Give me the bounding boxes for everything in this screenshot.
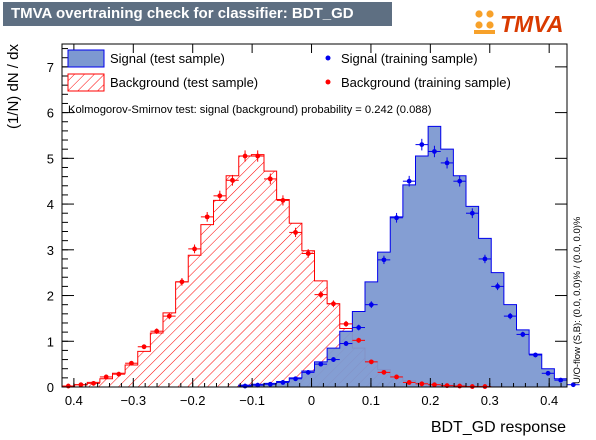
- signal-training-point: [415, 138, 429, 151]
- chart-title: TMVA overtraining check for classifier: …: [3, 2, 392, 26]
- legend: Signal (test sample) Background (test sa…: [67, 49, 511, 92]
- signal-training-point: [516, 331, 530, 338]
- x-tick-label: −0.2: [180, 393, 206, 408]
- background-training-point: [402, 380, 416, 385]
- y-tick-label: 3: [47, 243, 54, 258]
- signal-training-point: [251, 382, 264, 388]
- y-tick-label: 5: [47, 151, 54, 166]
- background-training-point: [175, 277, 189, 286]
- y-tick-label: 0: [47, 380, 54, 395]
- axes: 0.4 −0.3 −0.2 −0.1 0 0.1 0.2 0.3 0.4 0 1 2 3 4 5 6 7: [47, 44, 567, 408]
- background-training-point: [251, 150, 264, 162]
- signal-training-point: [466, 208, 479, 219]
- signal-training-point: [554, 377, 567, 383]
- legend-signal-training-label: Signal (training sample): [341, 51, 478, 66]
- logo-dots-icon: [474, 10, 495, 34]
- background-training-point: [352, 337, 365, 343]
- signal-training-point: [567, 382, 580, 388]
- signal-training-point: [390, 212, 403, 223]
- legend-background-test-label: Background (test sample): [110, 75, 258, 90]
- signal-training-point: [541, 370, 555, 376]
- background-training-point: [200, 212, 214, 222]
- background-training-point: [415, 381, 429, 387]
- signal-training-point: [301, 369, 315, 375]
- signal-training-point: [339, 341, 353, 347]
- background-training-point: [74, 382, 88, 388]
- x-tick-label: 0.4: [65, 393, 83, 408]
- background-training-point: [327, 300, 340, 308]
- background-training-point: [213, 190, 227, 201]
- legend-background-training-marker: [325, 79, 331, 85]
- legend-signal-test-swatch: [67, 49, 105, 68]
- legend-background-test-swatch: [67, 73, 105, 92]
- x-tick-label: 0.3: [481, 393, 499, 408]
- y-tick-label: 2: [47, 289, 54, 304]
- plot-frame: [61, 43, 568, 388]
- signal-test-outline: [62, 125, 567, 387]
- background-training-point: [264, 173, 277, 185]
- overflow-text: U/O-flow (S,B): (0.0, 0.0)% / (0.0, 0.0)…: [572, 216, 583, 384]
- background-training-point: [62, 383, 75, 389]
- signal-test-fill: [62, 126, 567, 387]
- background-training-point: [276, 195, 290, 206]
- x-tick-label: −0.1: [239, 393, 265, 408]
- background-training-point: [339, 320, 353, 327]
- y-tick-label: 4: [47, 197, 54, 212]
- legend-signal-test-label: Signal (test sample): [110, 51, 225, 66]
- background-training-point: [188, 244, 201, 254]
- background-training-point: [314, 291, 328, 299]
- signal-training-point: [365, 301, 378, 309]
- background-training-point: [163, 312, 176, 320]
- signal-training-point: [402, 175, 416, 187]
- x-tick-label: 0: [308, 393, 315, 408]
- background-training-point: [125, 360, 138, 366]
- legend-background-training-label: Background (training sample): [341, 75, 511, 90]
- legend-signal-training-marker: [325, 55, 331, 61]
- signal-training-point: [276, 380, 290, 385]
- y-tick-label: 7: [47, 60, 54, 75]
- signal-training-point: [327, 357, 340, 362]
- signal-training-point: [289, 376, 302, 382]
- signal-training-point: [440, 157, 454, 169]
- signal-test-histogram: [62, 125, 567, 387]
- ks-test-text: Kolmogorov-Smirnov test: signal (backgro…: [68, 104, 432, 116]
- signal-training-point: [352, 324, 365, 331]
- signal-training-point: [314, 361, 328, 367]
- background-training-point: [390, 374, 403, 380]
- background-training-point: [238, 150, 252, 162]
- background-training-points: [62, 150, 492, 389]
- signal-training-point: [478, 254, 492, 264]
- y-tick-label: 6: [47, 106, 54, 121]
- signal-training-point: [428, 145, 441, 158]
- background-training-point: [150, 328, 163, 334]
- background-training-point: [137, 344, 151, 350]
- tmva-logo: TMVA: [474, 10, 563, 37]
- x-axis-label: BDT_GD response: [431, 419, 566, 436]
- signal-training-point: [377, 255, 391, 265]
- signal-training-point: [503, 312, 517, 320]
- background-training-point: [365, 359, 378, 365]
- y-axis-label: (1/N) dN / dx: [5, 44, 22, 130]
- background-training-point: [377, 369, 391, 375]
- background-training-point: [226, 174, 239, 186]
- logo-text: TMVA: [500, 11, 563, 37]
- signal-training-point: [529, 352, 542, 358]
- x-tick-label: 0.1: [362, 393, 380, 408]
- background-training-point: [289, 227, 302, 238]
- x-tick-label: 0.2: [421, 393, 439, 408]
- x-tick-label: −0.3: [120, 393, 146, 408]
- signal-training-point: [453, 175, 466, 187]
- background-training-point: [99, 374, 113, 380]
- background-training-point: [301, 249, 315, 258]
- y-tick-label: 1: [47, 334, 54, 349]
- signal-training-point: [491, 282, 504, 291]
- x-tick-label: 0.4: [540, 393, 558, 408]
- background-training-point: [112, 371, 126, 377]
- signal-training-points: [238, 138, 580, 389]
- signal-training-point: [264, 381, 277, 387]
